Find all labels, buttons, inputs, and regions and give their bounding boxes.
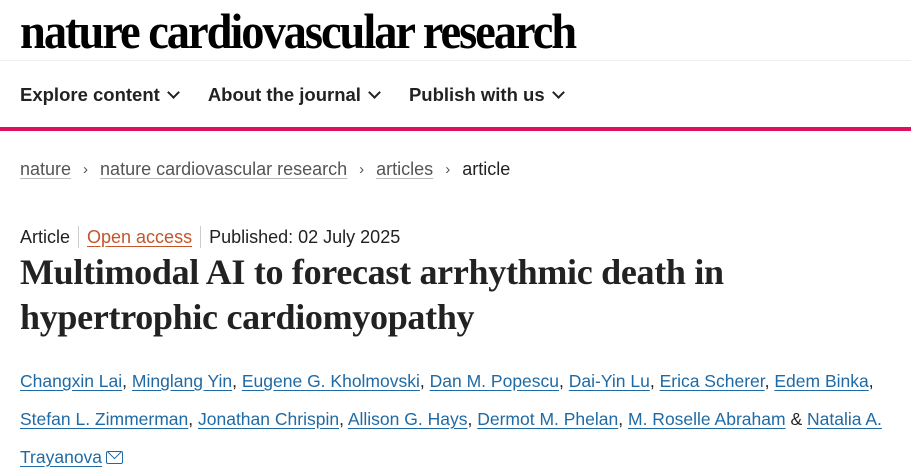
breadcrumb-nature[interactable]: nature xyxy=(20,159,72,179)
nav-publish-with-us[interactable]: Publish with us xyxy=(408,84,565,106)
author-link[interactable]: Dermot M. Phelan xyxy=(477,409,619,429)
author-separator: , xyxy=(419,371,425,391)
chevron-right-icon: › xyxy=(445,161,451,178)
author-separator: , xyxy=(764,371,770,391)
author-separator: , xyxy=(649,371,655,391)
author-link[interactable]: Changxin Lai xyxy=(20,371,123,391)
author-link[interactable]: Jonathan Chrispin xyxy=(198,409,340,429)
chevron-right-icon: › xyxy=(83,161,89,178)
main-nav: Explore content About the journal Publis… xyxy=(20,84,593,106)
article-meta: Article Open access Published: 02 July 2… xyxy=(20,226,400,248)
author-link[interactable]: Eugene G. Kholmovski xyxy=(241,371,420,391)
chevron-down-icon xyxy=(368,86,381,99)
author-link[interactable]: M. Roselle Abraham xyxy=(628,409,786,429)
breadcrumb-journal[interactable]: nature cardiovascular research xyxy=(100,159,348,179)
author-list: Changxin Lai, Minglang Yin, Eugene G. Kh… xyxy=(20,362,895,476)
author-ampersand: & xyxy=(790,409,803,429)
chevron-right-icon: › xyxy=(359,161,365,178)
author-link[interactable]: Erica Scherer xyxy=(659,371,765,391)
author-separator: , xyxy=(188,409,194,429)
published-date: Published: 02 July 2025 xyxy=(209,226,401,247)
divider xyxy=(200,226,202,248)
author-link[interactable]: Allison G. Hays xyxy=(347,409,468,429)
author-link[interactable]: Natalia A. Trayanova xyxy=(20,409,882,467)
nav-explore-content[interactable]: Explore content xyxy=(20,84,180,106)
author-separator: , xyxy=(467,409,473,429)
author-separator: , xyxy=(232,371,237,391)
author-link[interactable]: Edem Binka xyxy=(774,371,869,391)
author-separator: , xyxy=(868,371,874,391)
author-link[interactable]: Minglang Yin xyxy=(131,371,233,391)
breadcrumb-current: article xyxy=(462,159,511,179)
author-separator: , xyxy=(618,409,624,429)
article-title: Multimodal AI to forecast arrhythmic dea… xyxy=(20,252,724,337)
nav-label: Explore content xyxy=(20,84,160,105)
author-separator: , xyxy=(339,409,344,429)
chevron-down-icon xyxy=(551,86,565,99)
site-logo[interactable]: nature cardiovascular research xyxy=(20,3,577,59)
author-link[interactable]: Stefan L. Zimmerman xyxy=(20,409,189,429)
divider xyxy=(78,226,80,248)
author-separator: , xyxy=(122,371,128,391)
author-link[interactable]: Dai-Yin Lu xyxy=(568,371,650,391)
nav-about-journal[interactable]: About the journal xyxy=(207,84,381,106)
breadcrumb: nature › nature cardiovascular research … xyxy=(20,159,510,180)
author-link[interactable]: Dan M. Popescu xyxy=(429,371,560,391)
author-separator: , xyxy=(559,371,564,391)
divider xyxy=(0,60,911,61)
nav-label: Publish with us xyxy=(408,84,545,105)
breadcrumb-articles[interactable]: articles xyxy=(376,159,434,179)
article-type: Article xyxy=(20,226,71,247)
email-icon[interactable] xyxy=(106,451,124,464)
accent-bar xyxy=(0,127,911,131)
nav-label: About the journal xyxy=(207,84,361,105)
chevron-down-icon xyxy=(166,86,180,99)
open-access-link[interactable]: Open access xyxy=(87,226,193,247)
